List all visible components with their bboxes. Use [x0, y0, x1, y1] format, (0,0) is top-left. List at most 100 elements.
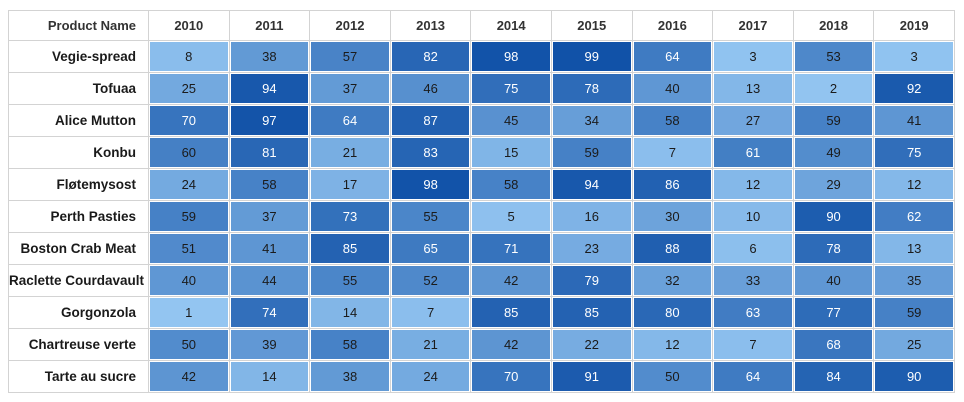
heatmap-cell[interactable]: 71: [470, 232, 552, 265]
heatmap-cell[interactable]: 7: [389, 296, 472, 329]
heatmap-cell[interactable]: 98: [470, 40, 552, 73]
heatmap-cell[interactable]: 50: [631, 360, 714, 393]
heatmap-cell[interactable]: 16: [550, 200, 633, 233]
heatmap-cell[interactable]: 25: [873, 328, 955, 361]
heatmap-cell[interactable]: 94: [550, 168, 633, 201]
heatmap-cell[interactable]: 64: [712, 360, 794, 393]
heatmap-cell[interactable]: 90: [792, 200, 875, 233]
heatmap-cell[interactable]: 40: [631, 72, 714, 105]
heatmap-cell[interactable]: 86: [631, 168, 714, 201]
heatmap-cell[interactable]: 25: [148, 72, 230, 105]
heatmap-cell[interactable]: 75: [873, 136, 955, 169]
heatmap-cell[interactable]: 62: [873, 200, 955, 233]
heatmap-cell[interactable]: 85: [470, 296, 552, 329]
heatmap-cell[interactable]: 12: [873, 168, 955, 201]
heatmap-cell[interactable]: 41: [228, 232, 311, 265]
heatmap-cell[interactable]: 60: [148, 136, 230, 169]
heatmap-cell[interactable]: 39: [228, 328, 311, 361]
heatmap-cell[interactable]: 91: [550, 360, 633, 393]
heatmap-cell[interactable]: 42: [470, 264, 552, 297]
heatmap-cell[interactable]: 83: [389, 136, 472, 169]
heatmap-cell[interactable]: 42: [470, 328, 552, 361]
heatmap-cell[interactable]: 94: [228, 72, 311, 105]
heatmap-cell[interactable]: 49: [792, 136, 875, 169]
heatmap-cell[interactable]: 61: [712, 136, 794, 169]
heatmap-cell[interactable]: 70: [148, 104, 230, 137]
heatmap-cell[interactable]: 14: [309, 296, 391, 329]
heatmap-cell[interactable]: 82: [389, 40, 472, 73]
heatmap-cell[interactable]: 35: [873, 264, 955, 297]
heatmap-cell[interactable]: 15: [470, 136, 552, 169]
heatmap-cell[interactable]: 55: [309, 264, 391, 297]
heatmap-cell[interactable]: 38: [309, 360, 391, 393]
heatmap-cell[interactable]: 64: [309, 104, 391, 137]
heatmap-cell[interactable]: 81: [228, 136, 311, 169]
heatmap-cell[interactable]: 33: [712, 264, 794, 297]
heatmap-cell[interactable]: 63: [712, 296, 794, 329]
heatmap-cell[interactable]: 29: [792, 168, 875, 201]
heatmap-cell[interactable]: 68: [792, 328, 875, 361]
heatmap-cell[interactable]: 65: [389, 232, 472, 265]
heatmap-cell[interactable]: 37: [228, 200, 311, 233]
heatmap-cell[interactable]: 7: [712, 328, 794, 361]
heatmap-cell[interactable]: 21: [389, 328, 472, 361]
heatmap-cell[interactable]: 85: [309, 232, 391, 265]
heatmap-cell[interactable]: 38: [228, 40, 311, 73]
heatmap-cell[interactable]: 2: [792, 72, 875, 105]
heatmap-cell[interactable]: 80: [631, 296, 714, 329]
heatmap-cell[interactable]: 34: [550, 104, 633, 137]
heatmap-cell[interactable]: 3: [873, 40, 955, 73]
heatmap-cell[interactable]: 58: [228, 168, 311, 201]
heatmap-cell[interactable]: 58: [470, 168, 552, 201]
heatmap-cell[interactable]: 7: [631, 136, 714, 169]
heatmap-cell[interactable]: 75: [470, 72, 552, 105]
heatmap-cell[interactable]: 79: [550, 264, 633, 297]
heatmap-cell[interactable]: 64: [631, 40, 714, 73]
heatmap-cell[interactable]: 59: [148, 200, 230, 233]
heatmap-cell[interactable]: 53: [792, 40, 875, 73]
heatmap-cell[interactable]: 52: [389, 264, 472, 297]
heatmap-cell[interactable]: 98: [389, 168, 472, 201]
heatmap-cell[interactable]: 99: [550, 40, 633, 73]
heatmap-cell[interactable]: 44: [228, 264, 311, 297]
heatmap-cell[interactable]: 12: [712, 168, 794, 201]
heatmap-cell[interactable]: 46: [389, 72, 472, 105]
heatmap-cell[interactable]: 92: [873, 72, 955, 105]
heatmap-cell[interactable]: 58: [631, 104, 714, 137]
heatmap-cell[interactable]: 87: [389, 104, 472, 137]
heatmap-cell[interactable]: 74: [228, 296, 311, 329]
heatmap-cell[interactable]: 45: [470, 104, 552, 137]
heatmap-cell[interactable]: 23: [550, 232, 633, 265]
heatmap-cell[interactable]: 12: [631, 328, 714, 361]
heatmap-cell[interactable]: 10: [712, 200, 794, 233]
heatmap-cell[interactable]: 14: [228, 360, 311, 393]
heatmap-cell[interactable]: 78: [792, 232, 875, 265]
heatmap-cell[interactable]: 3: [712, 40, 794, 73]
heatmap-cell[interactable]: 59: [550, 136, 633, 169]
heatmap-cell[interactable]: 22: [550, 328, 633, 361]
heatmap-cell[interactable]: 42: [148, 360, 230, 393]
heatmap-cell[interactable]: 97: [228, 104, 311, 137]
heatmap-cell[interactable]: 55: [389, 200, 472, 233]
heatmap-cell[interactable]: 17: [309, 168, 391, 201]
heatmap-cell[interactable]: 70: [470, 360, 552, 393]
heatmap-cell[interactable]: 13: [712, 72, 794, 105]
heatmap-cell[interactable]: 77: [792, 296, 875, 329]
heatmap-cell[interactable]: 24: [148, 168, 230, 201]
heatmap-cell[interactable]: 84: [792, 360, 875, 393]
heatmap-cell[interactable]: 90: [873, 360, 955, 393]
heatmap-cell[interactable]: 5: [470, 200, 552, 233]
heatmap-cell[interactable]: 88: [631, 232, 714, 265]
heatmap-cell[interactable]: 85: [550, 296, 633, 329]
heatmap-cell[interactable]: 37: [309, 72, 391, 105]
heatmap-cell[interactable]: 24: [389, 360, 472, 393]
heatmap-cell[interactable]: 27: [712, 104, 794, 137]
heatmap-cell[interactable]: 8: [148, 40, 230, 73]
heatmap-cell[interactable]: 59: [873, 296, 955, 329]
heatmap-cell[interactable]: 6: [712, 232, 794, 265]
heatmap-cell[interactable]: 57: [309, 40, 391, 73]
heatmap-cell[interactable]: 50: [148, 328, 230, 361]
heatmap-cell[interactable]: 59: [792, 104, 875, 137]
heatmap-cell[interactable]: 40: [148, 264, 230, 297]
heatmap-cell[interactable]: 30: [631, 200, 714, 233]
